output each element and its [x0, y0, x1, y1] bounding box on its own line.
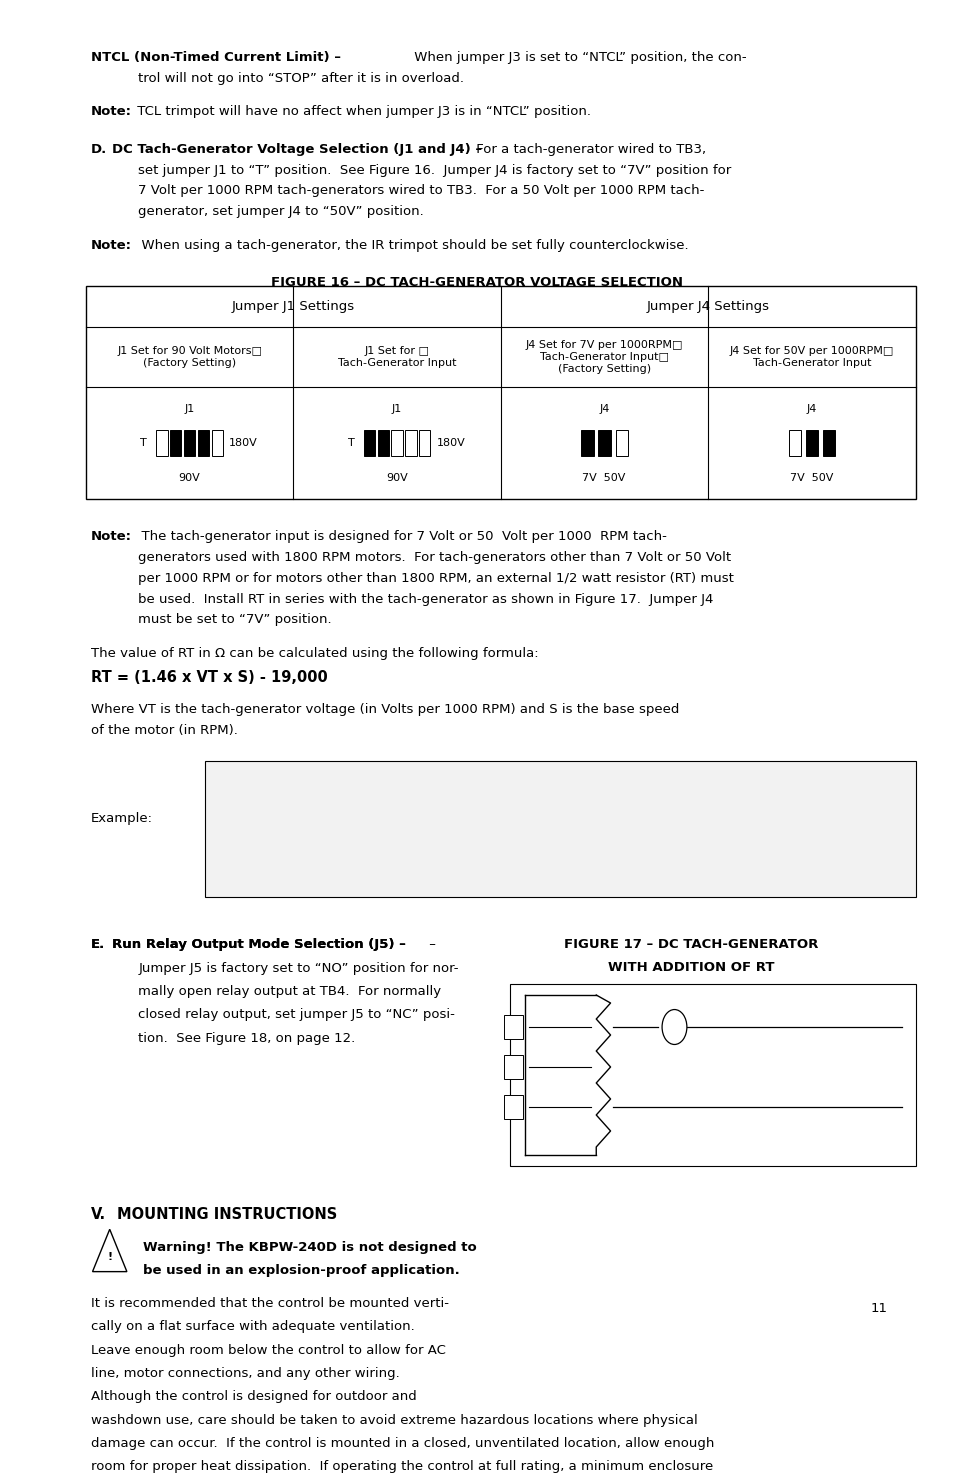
FancyBboxPatch shape [212, 431, 223, 456]
FancyBboxPatch shape [580, 431, 593, 456]
Text: Example:: Example: [91, 811, 152, 825]
Text: Run Relay Output Mode Selection (J5) –: Run Relay Output Mode Selection (J5) – [112, 938, 405, 951]
FancyBboxPatch shape [503, 1094, 522, 1120]
Text: J4: J4 [806, 404, 817, 413]
Text: closed relay output, set jumper J5 to “NC” posi-: closed relay output, set jumper J5 to “N… [138, 1009, 455, 1021]
Text: tion.  See Figure 18, on page 12.: tion. See Figure 18, on page 12. [138, 1032, 355, 1044]
Text: Choose the closest 1/2W resistor value, which is 82000Ω (82kΩ) or 91000Ω (91kΩ).: Choose the closest 1/2W resistor value, … [216, 823, 749, 836]
FancyBboxPatch shape [377, 431, 389, 456]
Text: !: ! [107, 1252, 112, 1261]
Text: Note:: Note: [91, 105, 132, 118]
Text: J1 Set for 90 Volt Motors□
(Factory Setting): J1 Set for 90 Volt Motors□ (Factory Sett… [117, 347, 262, 367]
Text: per 1000 RPM or for motors other than 1800 RPM, an external 1/2 watt resistor (R: per 1000 RPM or for motors other than 18… [138, 572, 734, 584]
Text: trol will not go into “STOP” after it is in overload.: trol will not go into “STOP” after it is… [138, 72, 464, 86]
Text: room for proper heat dissipation.  If operating the control at full rating, a mi: room for proper heat dissipation. If ope… [91, 1460, 712, 1474]
Text: FIGURE 17 – DC TACH-GENERATOR: FIGURE 17 – DC TACH-GENERATOR [564, 938, 818, 951]
Text: 180V: 180V [436, 438, 465, 448]
Text: MOUNTING INSTRUCTIONS: MOUNTING INSTRUCTIONS [117, 1208, 337, 1223]
Text: Run Relay Output Mode Selection (J5) –: Run Relay Output Mode Selection (J5) – [112, 938, 405, 951]
Text: of the motor (in RPM).: of the motor (in RPM). [91, 724, 237, 738]
Text: output voltage.: output voltage. [216, 869, 314, 882]
Text: washdown use, care should be taken to avoid extreme hazardous locations where ph: washdown use, care should be taken to av… [91, 1413, 697, 1426]
FancyBboxPatch shape [615, 431, 627, 456]
Text: be used.  Install RT in series with the tach-generator as shown in Figure 17.  J: be used. Install RT in series with the t… [138, 593, 713, 606]
Text: must be set to “7V” position.: must be set to “7V” position. [138, 614, 332, 627]
Text: E.: E. [91, 938, 105, 951]
Text: DC Tach-Generator Voltage Selection (J1 and J4) –: DC Tach-Generator Voltage Selection (J1 … [112, 143, 481, 156]
Text: Jumper J4 Settings: Jumper J4 Settings [646, 299, 769, 313]
Circle shape [661, 1009, 686, 1044]
Text: T: T [140, 438, 147, 448]
Text: 11: 11 [869, 1301, 886, 1314]
Text: J4 Set for 7V per 1000RPM□
Tach-Generator Input□
(Factory Setting): J4 Set for 7V per 1000RPM□ Tach-Generato… [525, 341, 682, 373]
Bar [86, 286, 915, 499]
Text: D.: D. [91, 143, 107, 156]
FancyBboxPatch shape [391, 431, 402, 456]
Text: Jumper J5 is factory set to “NO” position for nor-: Jumper J5 is factory set to “NO” positio… [138, 962, 458, 975]
FancyBboxPatch shape [197, 431, 209, 456]
Text: J1: J1 [392, 404, 402, 413]
Text: NTCL (Non-Timed Current Limit) –: NTCL (Non-Timed Current Limit) – [91, 52, 340, 63]
Text: 90V: 90V [178, 472, 200, 482]
Text: Although the control is designed for outdoor and: Although the control is designed for out… [91, 1391, 416, 1403]
Text: Note:: Note: [91, 239, 132, 252]
Text: set jumper J1 to “T” position.  See Figure 16.  Jumper J4 is factory set to “7V”: set jumper J1 to “T” position. See Figur… [138, 164, 731, 177]
FancyBboxPatch shape [418, 431, 430, 456]
FancyBboxPatch shape [503, 1015, 522, 1038]
Text: 7 Volt per 1000 RPM tach-generators wired to TB3.  For a 50 Volt per 1000 RPM ta: 7 Volt per 1000 RPM tach-generators wire… [138, 184, 704, 198]
Text: For a tach-generator wired to TB3,: For a tach-generator wired to TB3, [472, 143, 705, 156]
Text: Warning! The KBPW-240D is not designed to: Warning! The KBPW-240D is not designed t… [143, 1240, 476, 1254]
Text: Suppose you have a 20 Volt per 1000 RPM tach-generator with a 3600 RPM motor:: Suppose you have a 20 Volt per 1000 RPM … [216, 771, 745, 785]
FancyBboxPatch shape [363, 431, 375, 456]
Text: J4 Set for 50V per 1000RPM□
Tach-Generator Input: J4 Set for 50V per 1000RPM□ Tach-Generat… [729, 347, 893, 367]
FancyBboxPatch shape [405, 431, 416, 456]
Text: –: – [424, 938, 435, 951]
FancyBboxPatch shape [805, 431, 818, 456]
Text: When using a tach-generator, the IR trimpot should be set fully counterclockwise: When using a tach-generator, the IR trim… [132, 239, 687, 252]
Text: 180V: 180V [229, 438, 257, 448]
Text: Leave enough room below the control to allow for AC: Leave enough room below the control to a… [91, 1344, 445, 1357]
Text: 90V: 90V [386, 472, 408, 482]
FancyBboxPatch shape [184, 431, 195, 456]
Text: generator, set jumper J4 to “50V” position.: generator, set jumper J4 to “50V” positi… [138, 205, 424, 218]
Text: It is recommended that the control be mounted verti-: It is recommended that the control be mo… [91, 1297, 448, 1310]
FancyBboxPatch shape [822, 431, 835, 456]
Text: J4: J4 [598, 404, 609, 413]
Text: The tach-generator input is designed for 7 Volt or 50  Volt per 1000  RPM tach-: The tach-generator input is designed for… [132, 530, 666, 543]
Text: line, motor connections, and any other wiring.: line, motor connections, and any other w… [91, 1367, 399, 1381]
Text: T: T [347, 438, 355, 448]
Text: Readjustment of the MAX trimpot may be necessary to achieve the desired maximum: Readjustment of the MAX trimpot may be n… [216, 847, 766, 858]
Text: Jumper J1 Settings: Jumper J1 Settings [232, 299, 355, 313]
FancyBboxPatch shape [170, 431, 181, 456]
Text: cally on a flat surface with adequate ventilation.: cally on a flat surface with adequate ve… [91, 1320, 414, 1333]
Text: mally open relay output at TB4.  For normally: mally open relay output at TB4. For norm… [138, 985, 441, 999]
Text: J1: J1 [184, 404, 194, 413]
Text: WITH ADDITION OF RT: WITH ADDITION OF RT [608, 962, 774, 975]
FancyBboxPatch shape [503, 1055, 522, 1080]
Text: Note:: Note: [91, 530, 132, 543]
Bar [510, 984, 915, 1165]
Text: RT = (1.46 X 20 X 3600) - 19000 = 86120Ω.: RT = (1.46 X 20 X 3600) - 19000 = 86120Ω… [216, 796, 537, 810]
Text: generators used with 1800 RPM motors.  For tach-generators other than 7 Volt or : generators used with 1800 RPM motors. Fo… [138, 552, 731, 563]
Text: be used in an explosion-proof application.: be used in an explosion-proof applicatio… [143, 1264, 459, 1277]
FancyBboxPatch shape [156, 431, 168, 456]
Bar [205, 761, 915, 897]
Text: Where VT is the tach-generator voltage (in Volts per 1000 RPM) and S is the base: Where VT is the tach-generator voltage (… [91, 704, 679, 715]
Text: 7V  50V: 7V 50V [581, 472, 625, 482]
Text: FIGURE 16 – DC TACH-GENERATOR VOLTAGE SELECTION: FIGURE 16 – DC TACH-GENERATOR VOLTAGE SE… [271, 276, 682, 289]
Text: When jumper J3 is set to “NTCL” position, the con-: When jumper J3 is set to “NTCL” position… [410, 52, 746, 63]
FancyBboxPatch shape [598, 431, 610, 456]
Text: damage can occur.  If the control is mounted in a closed, unventilated location,: damage can occur. If the control is moun… [91, 1437, 713, 1450]
Text: V.: V. [91, 1208, 106, 1223]
Text: The value of RT in Ω can be calculated using the following formula:: The value of RT in Ω can be calculated u… [91, 646, 537, 659]
Text: TCL trimpot will have no affect when jumper J3 is in “NTCL” position.: TCL trimpot will have no affect when jum… [132, 105, 590, 118]
Text: 7V  50V: 7V 50V [789, 472, 832, 482]
FancyBboxPatch shape [788, 431, 801, 456]
Text: RT = (1.46 x VT x S) - 19,000: RT = (1.46 x VT x S) - 19,000 [91, 670, 327, 684]
Text: J1 Set for □
Tach-Generator Input: J1 Set for □ Tach-Generator Input [337, 347, 456, 367]
Text: E.: E. [91, 938, 105, 951]
